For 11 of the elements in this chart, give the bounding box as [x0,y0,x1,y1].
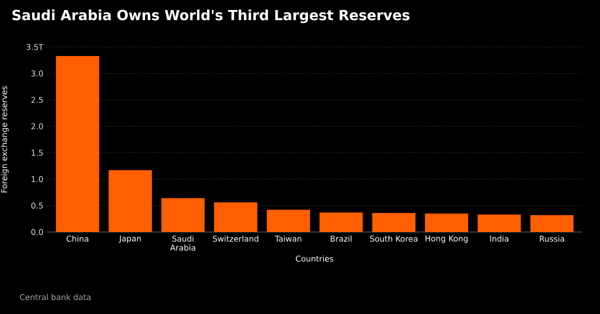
bar [214,202,258,232]
bar [320,212,363,232]
bar [161,198,205,232]
bar [266,210,310,232]
bar [108,170,152,232]
bar [372,212,416,232]
bar [478,214,521,232]
chart-title: Saudi Arabia Owns World's Third Largest Reserves [12,10,410,24]
bar [56,56,100,232]
bar [424,214,468,232]
bar [530,215,574,232]
